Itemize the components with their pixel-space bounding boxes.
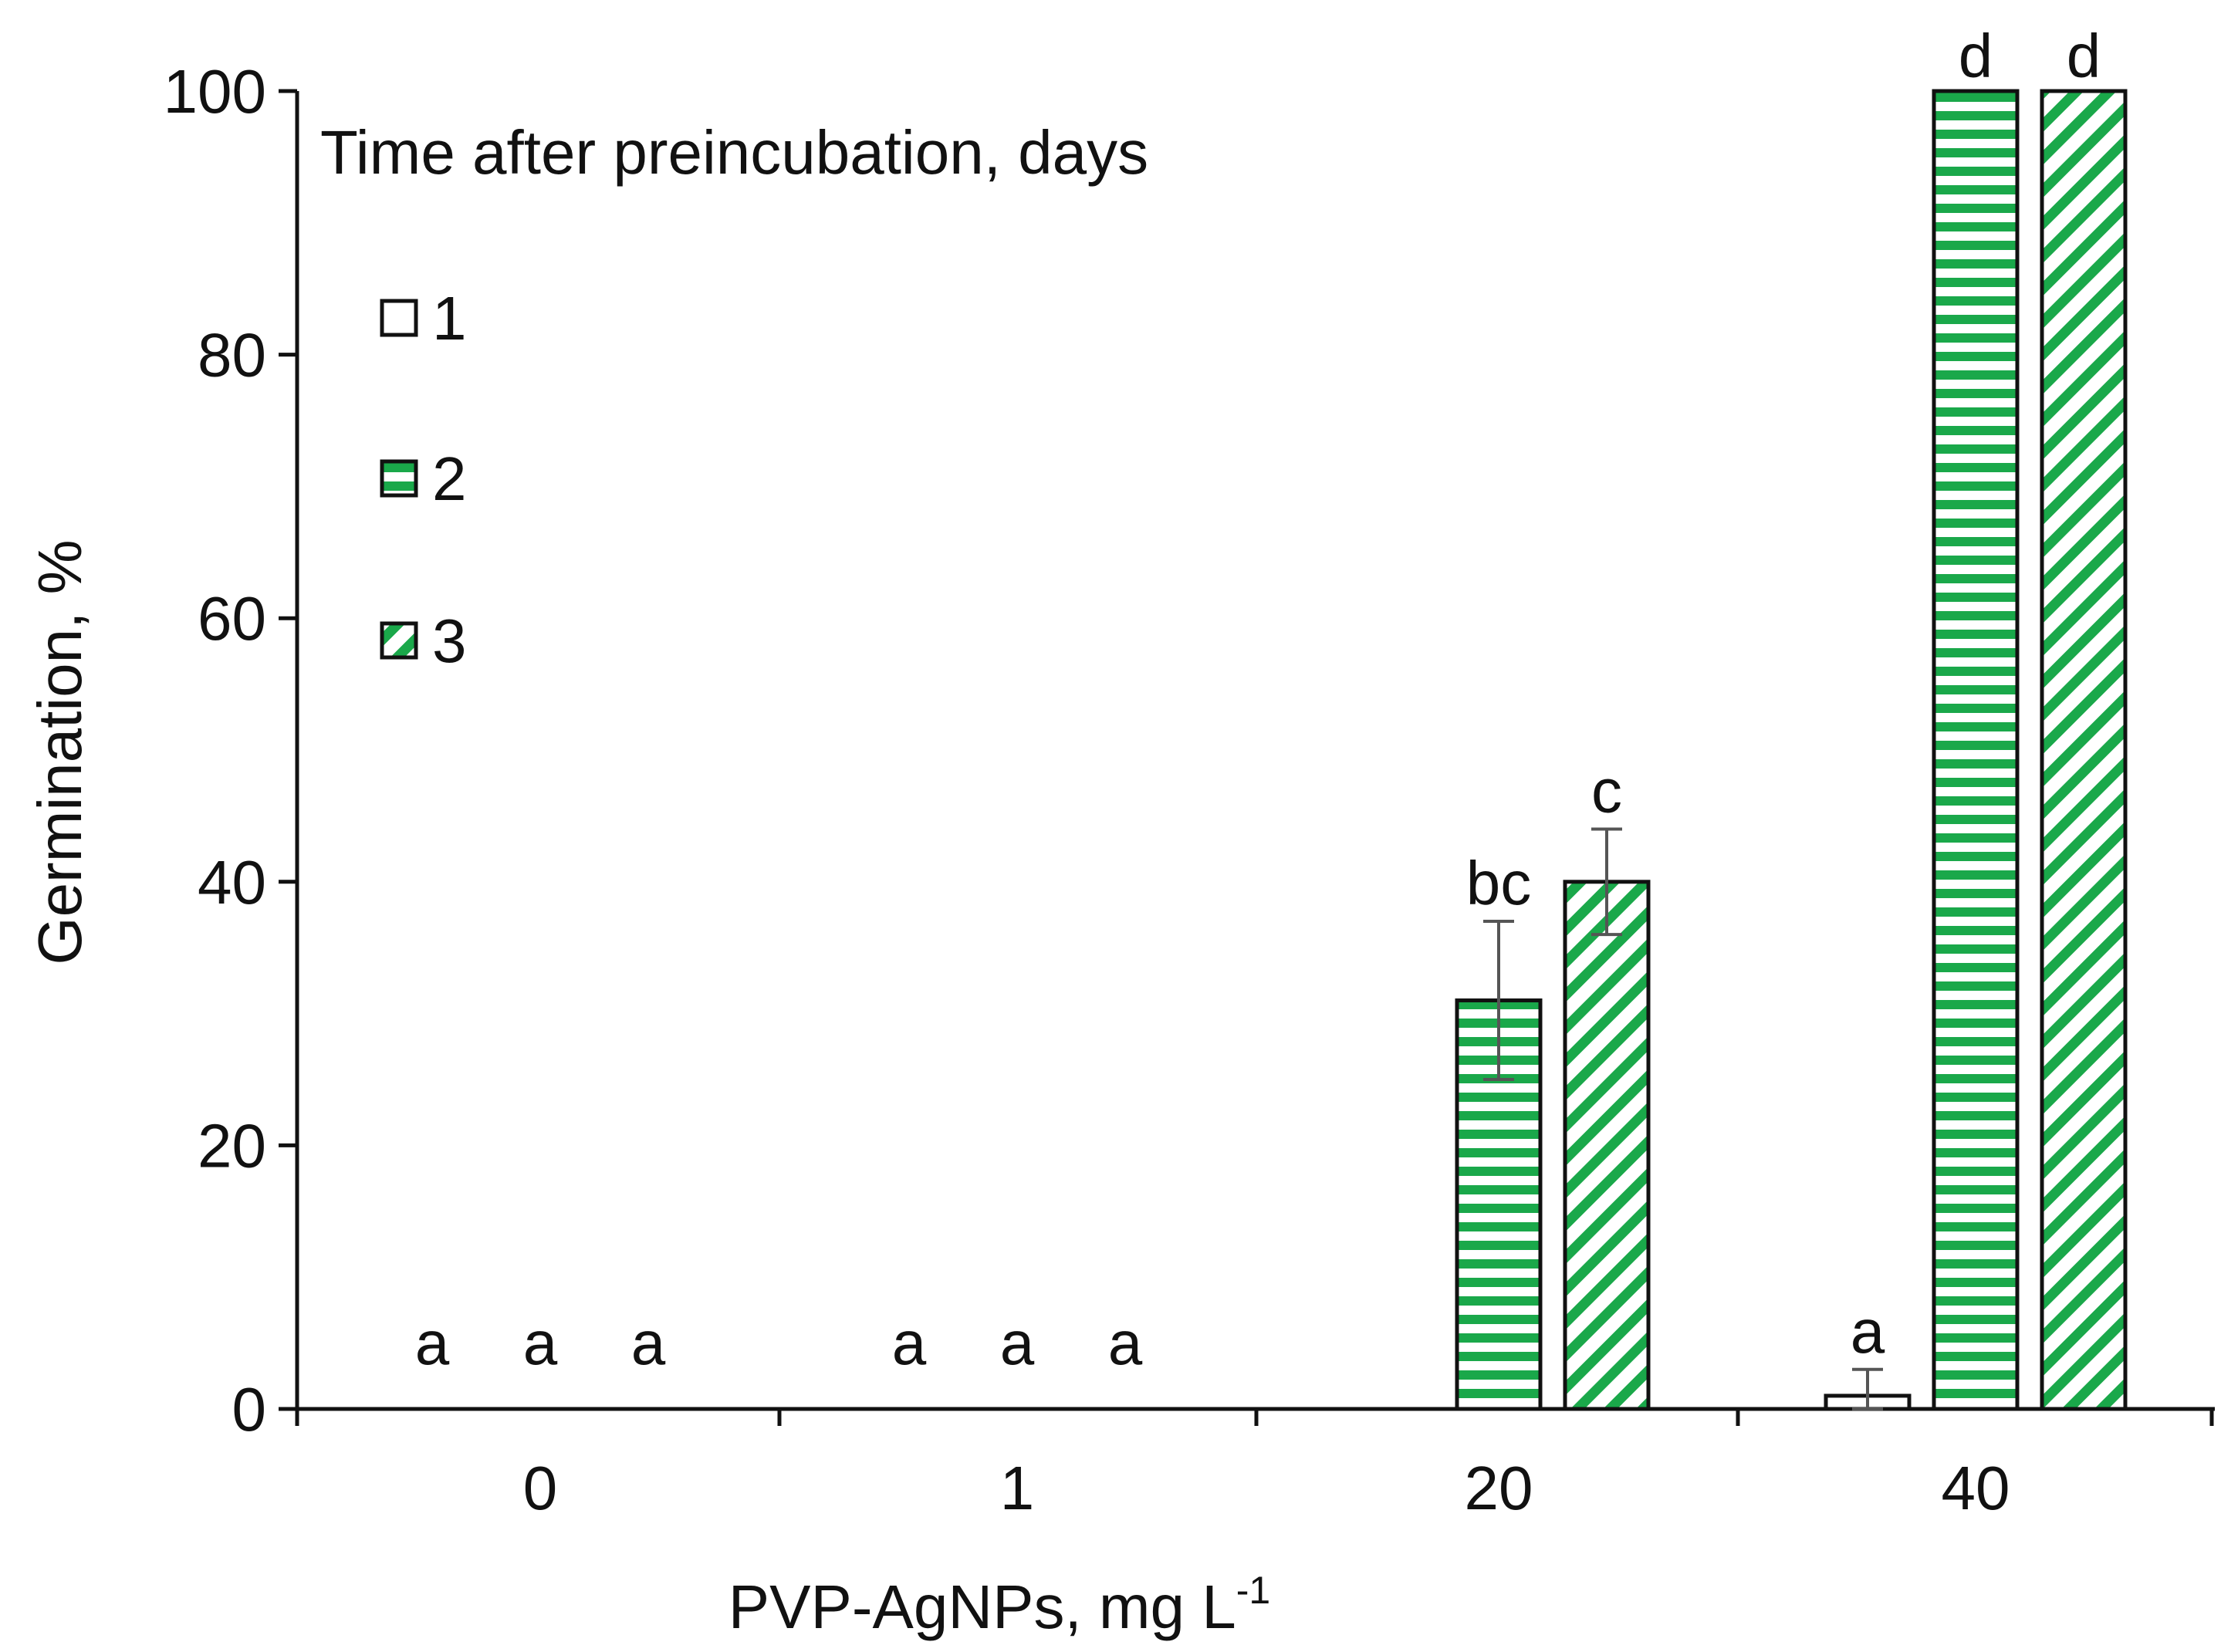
- x-tick-label: 1: [1000, 1454, 1035, 1522]
- bar: [2040, 89, 2128, 1411]
- legend-title: Time after preincubation, days: [320, 118, 1148, 187]
- y-tick-label: 20: [198, 1111, 266, 1180]
- legend-swatch: [380, 299, 418, 337]
- x-axis: 0 1 20 40: [295, 1407, 2215, 1522]
- y-tick-label: 0: [232, 1375, 267, 1444]
- legend: Time after preincubation, days 1 2 3: [320, 118, 1148, 675]
- x-axis-label-superscript: -1: [1236, 1569, 1270, 1612]
- legend-label: 3: [432, 606, 467, 675]
- significance-letter: a: [892, 1309, 927, 1377]
- bar: [1563, 880, 1651, 1411]
- x-axis-label: PVP-AgNPs, mg L-1: [729, 1569, 1270, 1641]
- significance-letter: a: [415, 1309, 450, 1377]
- significance-letter: d: [1959, 22, 1993, 90]
- y-tick-label: 80: [198, 321, 266, 390]
- x-tick-label: 0: [523, 1454, 558, 1522]
- significance-letter: a: [631, 1309, 666, 1377]
- legend-swatch: [380, 459, 418, 498]
- significance-letter: d: [2067, 22, 2101, 90]
- legend-swatch: [380, 621, 418, 660]
- legend-items: 1 2 3: [380, 284, 467, 675]
- legend-label: 2: [432, 444, 467, 513]
- x-tick-label: 40: [1942, 1454, 2010, 1522]
- bar: [1932, 89, 2020, 1411]
- y-tick-label: 60: [198, 584, 266, 653]
- significance-letter: bc: [1466, 849, 1532, 917]
- y-tick-label: 100: [164, 57, 266, 126]
- significance-letter: c: [1591, 756, 1622, 825]
- y-axis: 0 20 40 60 80 100: [164, 57, 299, 1444]
- y-axis-label: Germination, %: [25, 539, 94, 965]
- significance-letter: a: [1108, 1309, 1143, 1377]
- x-tick-label: 20: [1465, 1454, 1533, 1522]
- significance-letter: a: [1851, 1297, 1885, 1366]
- significance-letter: a: [523, 1309, 558, 1377]
- bars-group: a a a a a bc d a a c d: [415, 22, 2128, 1411]
- y-tick-label: 40: [198, 848, 266, 917]
- x-axis-label-text: PVP-AgNPs, mg L: [729, 1573, 1236, 1641]
- legend-label: 1: [432, 284, 467, 353]
- significance-letter: a: [1000, 1309, 1035, 1377]
